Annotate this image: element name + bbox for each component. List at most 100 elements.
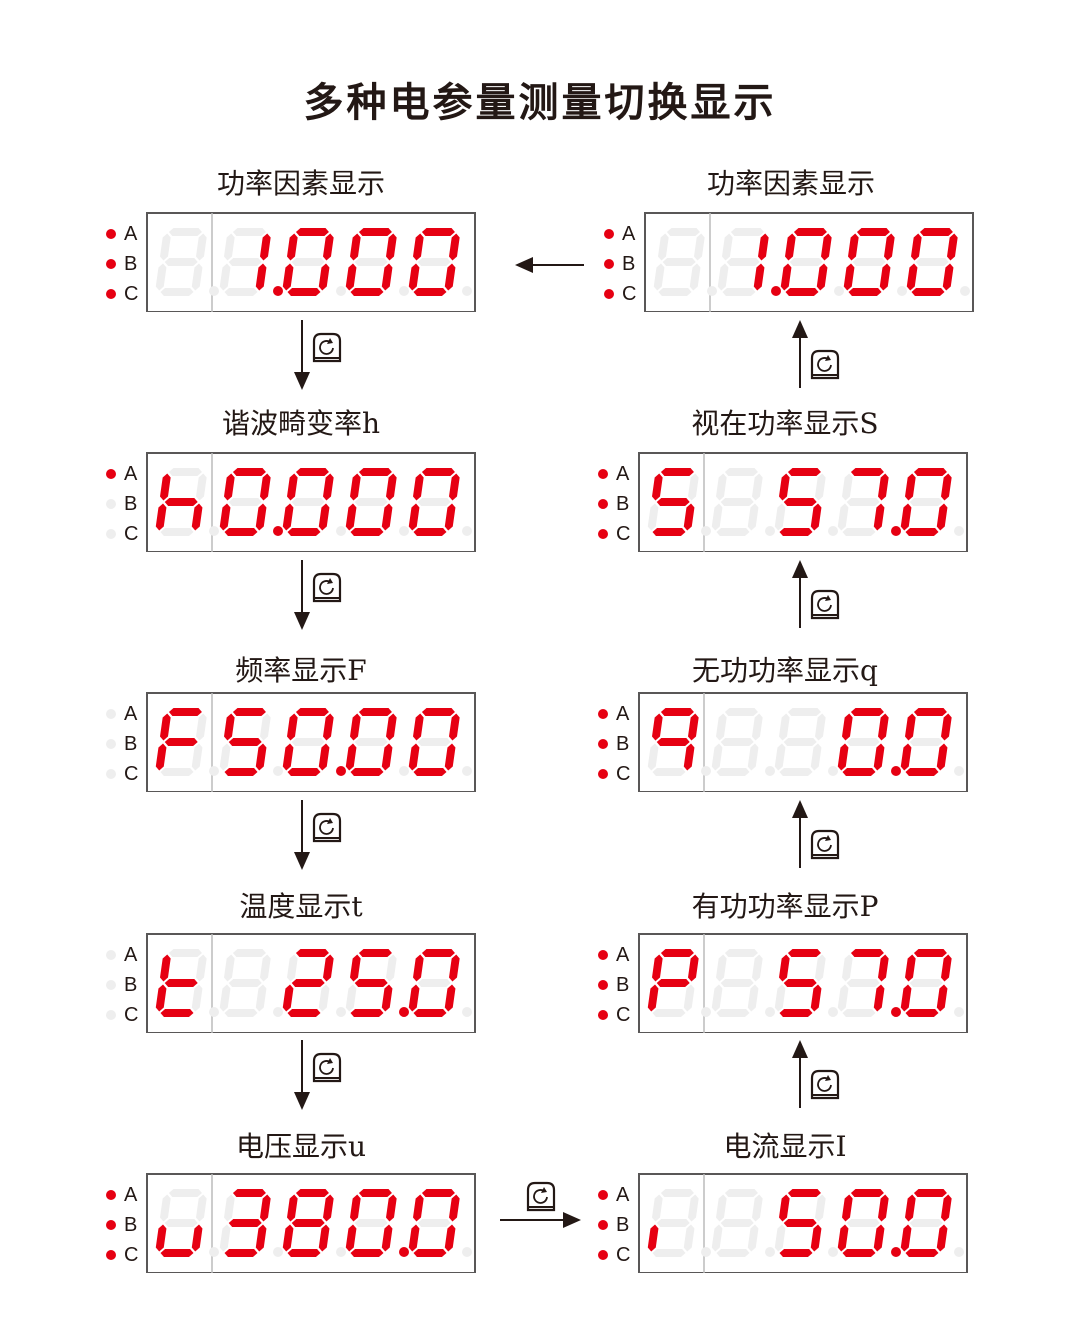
segment-a <box>850 949 884 957</box>
segment-a <box>295 949 329 957</box>
digit <box>155 228 207 296</box>
segment-d <box>716 768 750 776</box>
decimal-point <box>891 1007 901 1017</box>
decimal-point <box>828 1007 838 1017</box>
segment-f <box>784 233 796 261</box>
digit <box>219 228 271 296</box>
led-label: B <box>616 1213 630 1236</box>
segment-e <box>647 1224 659 1252</box>
digit <box>780 228 832 296</box>
segment-c <box>810 984 822 1012</box>
decimal-point <box>209 1007 219 1017</box>
segment-d <box>224 288 258 296</box>
display-label: 频率显示F <box>235 654 367 687</box>
segment-d <box>722 288 756 296</box>
segment-c <box>683 743 695 771</box>
display-label: 电流显示I <box>723 1130 847 1163</box>
segment-g <box>846 498 880 506</box>
segment-f <box>223 954 235 982</box>
indicator-led-a: A <box>598 462 629 486</box>
segment-f <box>286 713 298 741</box>
segment-g <box>846 979 880 987</box>
segment-d <box>652 1009 686 1017</box>
segment-b <box>195 233 207 261</box>
segment-a <box>787 468 821 476</box>
indicator-led-a: A <box>598 943 629 967</box>
segment-b <box>322 473 334 501</box>
segment-d <box>160 768 194 776</box>
decimal-point <box>701 1007 711 1017</box>
decimal-point <box>897 286 907 296</box>
digit <box>711 708 763 776</box>
digit <box>345 228 397 296</box>
segment-g <box>228 979 262 987</box>
led-dot <box>598 499 608 509</box>
seven-segment-display <box>146 212 476 312</box>
segment-e <box>711 984 723 1012</box>
led-dot <box>604 289 614 299</box>
segment-c <box>747 1224 759 1252</box>
digit <box>900 1189 952 1257</box>
segment-b <box>259 473 271 501</box>
cycle-key-icon <box>312 332 342 363</box>
decimal-point <box>462 766 472 776</box>
segment-c <box>191 1224 203 1252</box>
segment-a <box>660 468 694 476</box>
segment-f <box>159 713 171 741</box>
segment-c <box>873 743 885 771</box>
led-label: B <box>616 732 630 755</box>
segment-d <box>911 288 945 296</box>
led-dot <box>598 769 608 779</box>
segment-f <box>841 1194 853 1222</box>
segment-c <box>683 1224 695 1252</box>
decimal-point <box>707 286 717 296</box>
segment-c <box>318 743 330 771</box>
segment-e <box>219 503 231 531</box>
segment-a <box>660 949 694 957</box>
segment-a <box>724 949 758 957</box>
digit <box>774 708 826 776</box>
segment-b <box>757 233 769 261</box>
decimal-point <box>462 1007 472 1017</box>
indicator-led-b: B <box>598 492 629 516</box>
digit <box>282 1189 334 1257</box>
segment-c <box>747 984 759 1012</box>
segment-e <box>219 743 231 771</box>
segment-b <box>259 713 271 741</box>
segment-e <box>219 984 231 1012</box>
segment-d <box>779 528 813 536</box>
segment-b <box>687 473 699 501</box>
digit <box>345 708 397 776</box>
segment-b <box>940 473 952 501</box>
segment-a <box>358 228 392 236</box>
segment-b <box>322 1194 334 1222</box>
decimal-point <box>771 286 781 296</box>
segment-b <box>195 1194 207 1222</box>
segment-f <box>841 713 853 741</box>
digit <box>345 949 397 1017</box>
segment-c <box>255 743 267 771</box>
led-dot <box>598 1190 608 1200</box>
led-dot <box>106 1010 116 1020</box>
digit <box>282 708 334 776</box>
segment-c <box>810 503 822 531</box>
segment-g <box>164 979 198 987</box>
segment-e <box>774 1224 786 1252</box>
segment-c <box>444 1224 456 1252</box>
segment-d <box>779 768 813 776</box>
display-label: 视在功率显示S <box>691 407 879 440</box>
segment-e <box>717 263 729 291</box>
digit <box>774 1189 826 1257</box>
segment-c <box>942 263 954 291</box>
segment-d <box>716 528 750 536</box>
digit <box>345 1189 397 1257</box>
seven-segment-display <box>146 692 476 792</box>
segment-e <box>647 984 659 1012</box>
segment-b <box>687 713 699 741</box>
segment-d <box>350 1009 384 1017</box>
indicator-led-b: B <box>604 252 635 276</box>
segment-f <box>778 713 790 741</box>
led-dot <box>106 259 116 269</box>
segment-b <box>814 473 826 501</box>
